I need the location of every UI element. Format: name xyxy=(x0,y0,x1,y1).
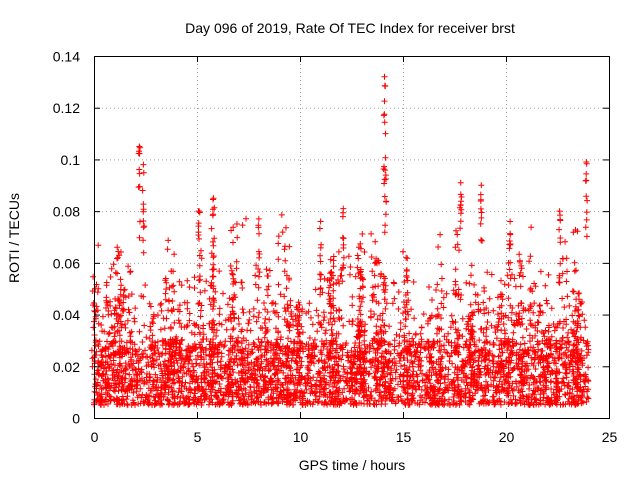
y-tick-label: 0.06 xyxy=(53,255,80,271)
y-tick-label: 0.14 xyxy=(53,49,80,65)
x-tick-label: 0 xyxy=(91,429,99,445)
y-axis: 0 0.02 0.04 0.06 0.08 0.1 0.12 0.14 xyxy=(53,49,609,427)
x-axis: 0 5 10 15 20 25 xyxy=(91,56,618,445)
y-tick-label: 0.04 xyxy=(53,307,80,323)
y-axis-label: ROTI / TECUs xyxy=(6,193,22,283)
x-tick-label: 10 xyxy=(293,429,309,445)
y-tick-label: 0.1 xyxy=(61,152,81,168)
y-tick-label: 0 xyxy=(72,411,80,427)
x-tick-label: 20 xyxy=(499,429,515,445)
grid-lines xyxy=(94,56,609,418)
x-tick-label: 25 xyxy=(602,429,618,445)
plot-frame xyxy=(94,56,610,419)
x-tick-label: 15 xyxy=(396,429,412,445)
x-axis-label: GPS time / hours xyxy=(299,457,406,473)
y-tick-label: 0.08 xyxy=(53,204,80,220)
scatter-markers xyxy=(88,73,592,409)
y-tick-label: 0.12 xyxy=(53,100,80,116)
data-points xyxy=(88,73,592,409)
y-tick-label: 0.02 xyxy=(53,359,80,375)
x-tick-label: 5 xyxy=(194,429,202,445)
chart-title: Day 096 of 2019, Rate Of TEC Index for r… xyxy=(185,20,515,36)
